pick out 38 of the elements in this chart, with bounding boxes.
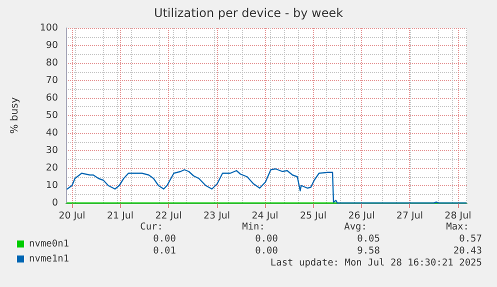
text: 20.43 <box>453 246 482 256</box>
legend-label: nvme0n1 <box>29 238 70 250</box>
text: 0.00 <box>255 234 278 244</box>
y-tick-label: 80 <box>46 58 58 68</box>
y-tick-label: 20 <box>46 162 58 174</box>
y-tick-label: 90 <box>46 40 58 51</box>
x-tick-label: 27 Jul <box>396 210 424 222</box>
y-tick-label: 30 <box>46 145 58 156</box>
text: 0.00 <box>255 246 278 256</box>
x-tick-label: 22 Jul <box>155 210 182 222</box>
x-tick-label: 20 Jul <box>58 210 86 222</box>
x-tick-label: 23 Jul <box>203 210 230 222</box>
y-tick-label: 0 <box>52 198 58 208</box>
text: 0.05 <box>357 234 380 244</box>
text: 9.58 <box>357 246 380 256</box>
y-tick-label: 100 <box>40 22 58 34</box>
x-tick-label: 28 Jul <box>444 210 472 222</box>
text: Min: <box>242 222 266 232</box>
text: Cur: <box>140 222 164 232</box>
x-tick-label: 21 Jul <box>106 210 134 222</box>
x-tick-label: 26 Jul <box>348 210 375 222</box>
y-axis-title: % busy <box>10 97 20 134</box>
y-tick-label: 10 <box>46 180 58 191</box>
legend-label: nvme1n1 <box>29 254 70 264</box>
text: Max: <box>446 222 470 232</box>
text: Avg: <box>344 222 368 232</box>
text: 0.57 <box>459 234 482 244</box>
x-tick-label: 25 Jul <box>300 210 327 222</box>
text: 0.01 <box>153 246 176 256</box>
text: Last update: Mon Jul 28 16:30:21 2025 <box>270 258 482 268</box>
y-tick-label: 50 <box>46 110 58 121</box>
line-series <box>66 168 467 204</box>
y-tick-label: 70 <box>46 75 58 86</box>
y-tick-label: 60 <box>46 92 58 104</box>
chart-title: Utilization per device - by week <box>154 6 344 20</box>
text: 0.00 <box>153 234 176 244</box>
y-tick-label: 40 <box>46 128 58 138</box>
x-tick-label: 24 Jul <box>252 210 278 222</box>
